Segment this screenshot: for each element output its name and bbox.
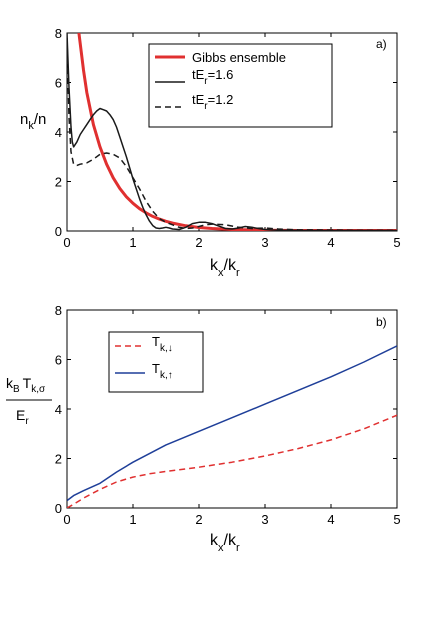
legend-b-label-1: Tk,↑ — [152, 361, 173, 381]
series-b-0 — [67, 414, 397, 508]
panel-a-xlabel: kx/kr — [210, 257, 240, 279]
legend-a-label-2: tEr=1.2 — [192, 92, 233, 112]
x-tick-label-a-1: 1 — [129, 235, 136, 250]
y-tick-label-a-4: 8 — [55, 26, 62, 41]
panel-b-legend-box — [108, 331, 204, 393]
legend-a-label-0: Gibbs ensemble — [192, 50, 286, 65]
y-tick-label-b-3: 6 — [55, 353, 62, 368]
series-b-1 — [67, 345, 397, 502]
panel-b-ylabel-numerator: kB Tk,σ — [6, 375, 46, 395]
x-tick-label-b-2: 2 — [195, 512, 202, 527]
panel-b-ylabel-denominator: Er — [16, 407, 29, 427]
panel-a-ylabel: nk/n — [20, 111, 46, 132]
x-tick-label-b-0: 0 — [63, 512, 70, 527]
panel-b-xlabel: kx/kr — [210, 532, 240, 554]
panel-b-legend: Tk,↓ Tk,↑ — [108, 331, 204, 393]
x-tick-label-a-0: 0 — [63, 235, 70, 250]
y-tick-label-b-0: 0 — [55, 501, 62, 516]
panel-b-series — [67, 345, 397, 508]
x-tick-label-a-3: 3 — [261, 235, 268, 250]
x-tick-label-b-4: 4 — [327, 512, 334, 527]
panel-a-legend: Gibbs ensemble tEr=1.6 tEr=1.2 — [148, 43, 333, 128]
y-tick-label-a-0: 0 — [55, 224, 62, 239]
x-tick-label-b-1: 1 — [129, 512, 136, 527]
x-tick-label-a-5: 5 — [393, 235, 400, 250]
panel-b-ticks — [66, 309, 398, 509]
x-tick-label-a-4: 4 — [327, 235, 334, 250]
panel-a-series — [67, 33, 397, 231]
panel-b: 0 1 2 3 4 5 0 2 4 6 8 b) kB Tk,σ Er kx/kr Tk,↓ — [6, 303, 401, 554]
y-tick-label-a-3: 6 — [55, 76, 62, 91]
legend-b-label-0: Tk,↓ — [152, 334, 173, 354]
y-tick-label-b-4: 8 — [55, 303, 62, 318]
y-tick-label-a-2: 4 — [55, 125, 62, 140]
panel-a-label: a) — [376, 37, 387, 51]
series-a-0 — [77, 33, 397, 231]
x-tick-label-a-2: 2 — [195, 235, 202, 250]
panel-b-label: b) — [376, 315, 387, 329]
y-tick-label-b-2: 4 — [55, 402, 62, 417]
panel-a-tick-labels: 0 1 2 3 4 5 0 2 4 6 8 — [55, 26, 401, 250]
panel-b-tick-labels: 0 1 2 3 4 5 0 2 4 6 8 — [55, 303, 401, 527]
x-tick-label-b-5: 5 — [393, 512, 400, 527]
series-a-1 — [67, 33, 397, 231]
y-tick-label-b-1: 2 — [55, 452, 62, 467]
panel-b-ylabel: kB Tk,σ Er — [6, 375, 52, 427]
panel-a: 0 1 2 3 4 5 0 2 4 6 8 a) nk/n kx/kr Gibbs ensemble… — [20, 26, 401, 279]
legend-a-label-1: tEr=1.6 — [192, 67, 233, 87]
y-tick-label-a-1: 2 — [55, 175, 62, 190]
x-tick-label-b-3: 3 — [261, 512, 268, 527]
